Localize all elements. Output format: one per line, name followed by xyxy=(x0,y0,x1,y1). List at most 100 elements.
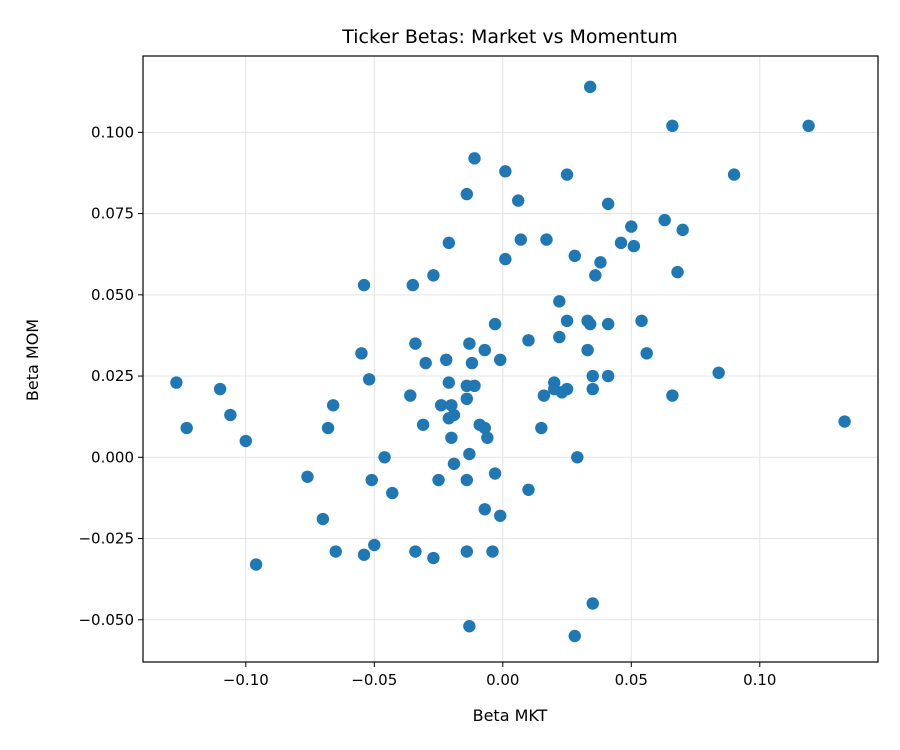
scatter-point xyxy=(625,220,638,233)
y-axis-label: Beta MOM xyxy=(23,319,42,401)
scatter-point xyxy=(442,376,456,389)
scatter-point xyxy=(460,392,474,406)
scatter-point xyxy=(499,252,512,266)
scatter-point xyxy=(522,334,535,347)
scatter-point xyxy=(213,382,227,396)
scatter-point xyxy=(676,223,689,237)
y-tick-label: 0.025 xyxy=(91,367,134,385)
scatter-point xyxy=(838,415,851,428)
scatter-point xyxy=(727,168,741,181)
scatter-point xyxy=(440,353,453,367)
x-tick-label: −0.10 xyxy=(223,671,269,689)
scatter-point xyxy=(357,278,371,292)
grid-lines xyxy=(143,56,878,662)
scatter-point xyxy=(409,545,422,558)
scatter-point xyxy=(434,399,448,412)
scatter-point xyxy=(362,373,376,386)
y-tick-label: 0.050 xyxy=(91,286,134,304)
scatter-point xyxy=(365,473,378,487)
scatter-point xyxy=(404,389,417,402)
scatter-point xyxy=(329,545,342,558)
scatter-point xyxy=(481,431,494,444)
x-tick-label: 0.05 xyxy=(615,671,648,689)
scatter-point xyxy=(432,473,445,487)
scatter-point xyxy=(586,382,599,396)
scatter-point xyxy=(601,317,615,331)
scatter-point xyxy=(589,269,602,282)
scatter-point xyxy=(553,295,566,308)
scatter-point xyxy=(671,265,684,279)
scatter-point xyxy=(357,548,371,561)
scatter-point xyxy=(568,629,581,643)
scatter-point xyxy=(445,431,458,444)
scatter-point xyxy=(478,421,492,435)
y-tick-label: 0.000 xyxy=(91,448,134,466)
scatter-point xyxy=(321,421,335,435)
scatter-point xyxy=(224,408,237,422)
scatter-point xyxy=(368,538,381,552)
scatter-point xyxy=(594,256,607,269)
scatter-point xyxy=(614,236,628,250)
y-axis: −0.050 −0.025 0.000 0.025 0.050 0.075 0.100 xyxy=(78,123,143,629)
scatter-point xyxy=(427,269,440,282)
x-tick-label: −0.05 xyxy=(351,671,397,689)
scatter-point xyxy=(463,447,476,461)
scatter-point xyxy=(802,119,815,133)
scatter-point xyxy=(499,165,512,178)
scatter-point xyxy=(409,337,422,350)
x-tick-label: 0.10 xyxy=(743,671,776,689)
scatter-point xyxy=(468,152,481,165)
scatter-point xyxy=(488,317,502,331)
scatter-point xyxy=(535,421,548,435)
scatter-point xyxy=(568,249,581,263)
scatter-point xyxy=(478,343,492,357)
x-axis-label: Beta MKT xyxy=(473,706,548,725)
scatter-point xyxy=(378,451,391,464)
y-tick-label: −0.050 xyxy=(78,611,134,629)
scatter-point xyxy=(406,278,420,292)
scatter-point xyxy=(419,356,432,370)
scatter-point xyxy=(514,233,527,246)
scatter-point xyxy=(316,512,330,526)
scatter-point xyxy=(494,353,507,367)
scatter-point xyxy=(486,545,499,558)
scatter-point xyxy=(583,317,597,331)
y-tick-label: 0.075 xyxy=(91,205,134,223)
scatter-point xyxy=(512,194,525,207)
scatter-point xyxy=(658,213,671,227)
scatter-point xyxy=(445,399,458,412)
scatter-point xyxy=(355,347,368,360)
scatter-point xyxy=(560,168,574,181)
x-tick-label: 0.00 xyxy=(486,671,519,689)
x-axis: −0.10 −0.05 0.00 0.05 0.10 xyxy=(223,662,776,689)
scatter-point xyxy=(586,369,599,383)
scatter-point xyxy=(249,558,263,571)
scatter-point xyxy=(555,386,569,399)
scatter-point xyxy=(522,483,535,496)
scatter-point xyxy=(447,457,461,470)
scatter-point xyxy=(326,399,340,412)
scatter-point xyxy=(427,551,440,565)
scatter-point xyxy=(601,197,615,211)
scatter-point xyxy=(635,314,648,328)
scatter-point xyxy=(386,486,399,500)
scatter-point xyxy=(540,233,553,246)
scatter-point xyxy=(583,80,597,94)
scatter-point xyxy=(571,451,584,464)
scatter-point xyxy=(463,620,476,633)
scatter-point xyxy=(666,119,679,133)
scatter-point xyxy=(460,187,474,201)
y-tick-label: 0.100 xyxy=(91,123,134,141)
scatter-point xyxy=(442,412,456,425)
scatter-point xyxy=(463,337,476,350)
scatter-point xyxy=(442,236,456,250)
scatter-point xyxy=(494,509,507,522)
y-tick-label: −0.025 xyxy=(78,530,134,548)
scatter-point xyxy=(416,418,430,431)
scatter-point xyxy=(460,473,474,487)
scatter-point xyxy=(180,421,193,435)
scatter-point xyxy=(488,467,502,480)
scatter-point xyxy=(560,314,574,328)
